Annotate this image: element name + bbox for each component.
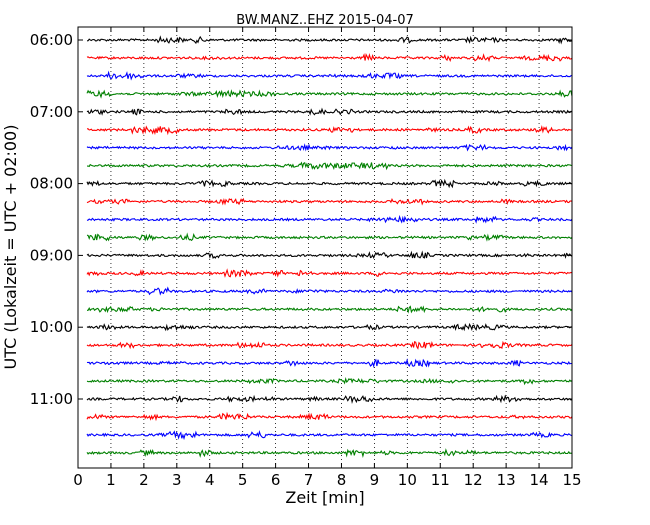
trace-line — [86, 268, 573, 278]
trace-line — [86, 89, 573, 99]
trace-line — [86, 161, 573, 171]
trace-line — [86, 52, 573, 63]
x-tick-label: 13 — [497, 471, 516, 489]
trace-line — [86, 197, 573, 206]
x-tick-label: 14 — [530, 471, 549, 489]
y-axis-label: UTC (Lokalzeit = UTC + 02:00) — [1, 125, 20, 370]
trace-line — [86, 305, 573, 314]
trace-line — [86, 143, 573, 152]
x-tick-label: 4 — [205, 471, 215, 489]
trace-line — [86, 214, 573, 224]
trace-line — [86, 430, 573, 441]
x-tick-label: 2 — [139, 471, 149, 489]
y-tick-label: 06:00 — [30, 31, 73, 49]
x-tick-label: 12 — [464, 471, 483, 489]
trace-line — [86, 178, 573, 189]
y-tick-label: 08:00 — [30, 175, 73, 193]
trace-line — [86, 70, 573, 81]
y-tick-label: 10:00 — [30, 318, 73, 336]
x-tick-label: 9 — [370, 471, 380, 489]
trace-line — [86, 340, 573, 350]
trace-line — [86, 107, 573, 116]
x-tick-label: 7 — [304, 471, 314, 489]
x-tick-label: 1 — [106, 471, 116, 489]
trace-line — [86, 125, 573, 136]
x-tick-label: 5 — [238, 471, 248, 489]
x-tick-label: 11 — [431, 471, 450, 489]
y-tick-label: 07:00 — [30, 103, 73, 121]
trace-line — [86, 448, 573, 458]
grid-lines — [110, 27, 540, 468]
x-tick-label: 8 — [337, 471, 347, 489]
trace-line — [86, 35, 573, 45]
x-tick-label: 6 — [271, 471, 281, 489]
trace-line — [86, 377, 573, 386]
x-tick-label: 15 — [562, 471, 581, 489]
x-tick-label: 3 — [172, 471, 182, 489]
chart-title: BW.MANZ..EHZ 2015-04-07 — [236, 13, 414, 28]
y-tick-label: 11:00 — [30, 390, 73, 408]
trace-line — [86, 250, 573, 260]
x-tick-label: 10 — [398, 471, 417, 489]
x-tick-label: 0 — [73, 471, 83, 489]
trace-lines — [86, 35, 573, 458]
trace-line — [86, 232, 573, 242]
y-ticks: 06:00 07:00 08:00 09:00 10:00 11:00 — [30, 31, 572, 408]
trace-line — [86, 411, 573, 422]
trace-line — [86, 358, 573, 369]
x-ticks: 0 1 2 3 4 5 6 7 8 9 10 11 12 13 14 15 — [73, 27, 582, 489]
x-axis-label: Zeit [min] — [285, 488, 364, 507]
y-tick-label: 09:00 — [30, 246, 73, 264]
trace-line — [86, 394, 573, 404]
trace-line — [86, 286, 573, 296]
trace-line — [86, 322, 573, 332]
plot-frame — [77, 26, 573, 469]
